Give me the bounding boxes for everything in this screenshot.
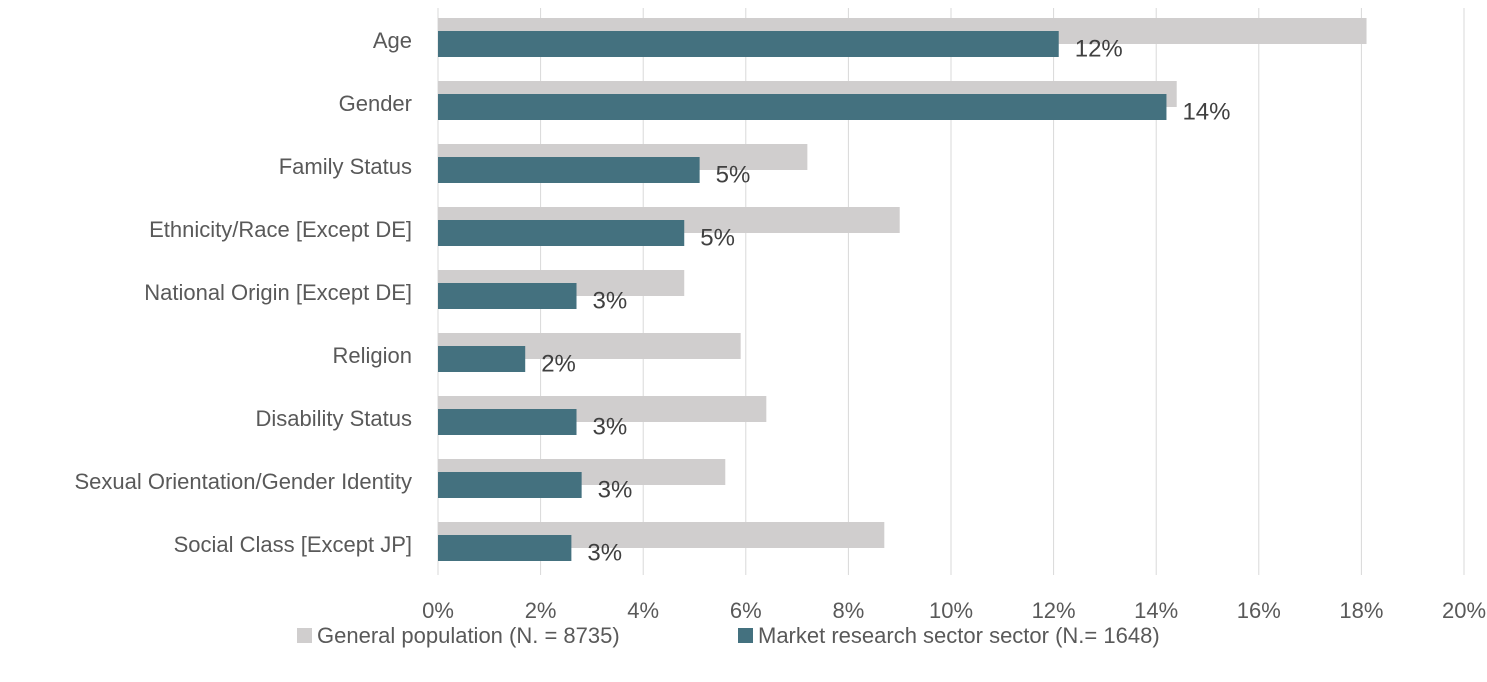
category-label: Ethnicity/Race [Except DE] [149, 217, 412, 242]
legend-swatch [297, 628, 312, 643]
x-tick-label: 4% [627, 598, 659, 623]
x-tick-label: 2% [525, 598, 557, 623]
category-label: Religion [333, 343, 413, 368]
x-tick-label: 8% [833, 598, 865, 623]
x-tick-label: 14% [1134, 598, 1178, 623]
value-label: 3% [598, 476, 633, 503]
bar [438, 472, 582, 498]
bar [438, 409, 577, 435]
bar [438, 220, 685, 246]
value-label: 3% [593, 413, 628, 440]
x-tick-label: 0% [422, 598, 454, 623]
x-tick-label: 20% [1442, 598, 1486, 623]
x-tick-label: 10% [929, 598, 973, 623]
value-label: 5% [700, 224, 735, 251]
value-label: 5% [716, 161, 751, 188]
bar [438, 346, 526, 372]
category-label: Disability Status [255, 406, 412, 431]
category-label: National Origin [Except DE] [144, 280, 412, 305]
value-label: 14% [1182, 98, 1230, 125]
x-tick-label: 16% [1237, 598, 1281, 623]
category-label: Family Status [279, 154, 412, 179]
legend-label: General population (N. = 8735) [317, 623, 620, 648]
bar [438, 94, 1167, 120]
x-tick-label: 6% [730, 598, 762, 623]
category-label: Gender [339, 91, 412, 116]
legend-swatch [738, 628, 753, 643]
x-tick-label: 18% [1339, 598, 1383, 623]
value-label: 3% [587, 539, 622, 566]
bar [438, 31, 1059, 57]
x-tick-label: 12% [1032, 598, 1076, 623]
value-label: 3% [593, 287, 628, 314]
legend-label: Market research sector sector (N.= 1648) [758, 623, 1160, 648]
category-label: Social Class [Except JP] [174, 532, 412, 557]
value-label: 12% [1075, 35, 1123, 62]
category-label: Sexual Orientation/Gender Identity [74, 469, 412, 494]
category-label: Age [373, 28, 412, 53]
bar [438, 157, 700, 183]
bar [438, 283, 577, 309]
bar [438, 535, 572, 561]
value-label: 2% [541, 350, 576, 377]
